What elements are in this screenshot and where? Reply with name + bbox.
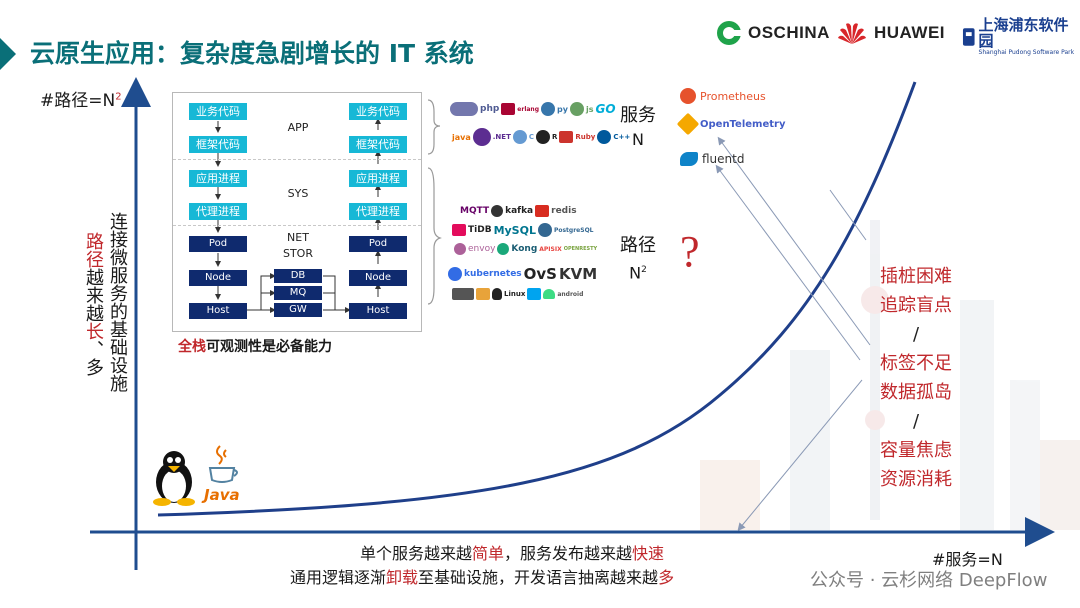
title-marker — [0, 38, 16, 70]
y-axis-label-sup: 2 — [115, 91, 122, 103]
left-node: Node — [189, 270, 247, 286]
oschina-icon — [717, 21, 741, 45]
kafka-icon — [491, 205, 504, 217]
prometheus-icon — [680, 88, 696, 104]
right-pod: Pod — [349, 236, 407, 252]
tux-small-icon — [492, 288, 502, 300]
x-axis-label: #服务=N — [932, 550, 1003, 569]
spp-icon — [962, 28, 975, 46]
tech-sys-row1: kubernetes OvS KVM — [448, 265, 597, 283]
spp-logo: 上海浦东软件园 Shanghai Pudong Software Park — [962, 17, 1080, 57]
y-axis-label: #路径=N2 — [40, 86, 122, 111]
middle-mq: MQ — [274, 286, 322, 300]
android-icon — [543, 289, 556, 299]
stack-diagram: APP SYS NET STOR 业务代码 框架代码 应用进程 代理进程 Pod… — [172, 92, 422, 332]
tech-sys-row2: Linux android — [452, 288, 583, 300]
left-pod: Pod — [189, 236, 247, 252]
nodejs-icon — [569, 102, 584, 116]
layer-net: NET — [287, 231, 309, 244]
middle-db: DB — [274, 269, 322, 283]
left-proxy-process: 代理进程 — [189, 203, 247, 220]
left-app-process: 应用进程 — [189, 170, 247, 187]
hardware-icon — [476, 288, 490, 300]
java-cup-icon — [208, 445, 238, 483]
kong-icon — [497, 243, 510, 255]
python-icon — [541, 102, 555, 116]
go-label: GO — [595, 102, 616, 116]
linux-tux-icon — [153, 451, 195, 506]
opentelemetry-tool: OpenTelemetry — [676, 112, 785, 136]
middle-gw: GW — [274, 303, 322, 317]
left-host: Host — [189, 303, 247, 319]
tech-net-row1: MQTT kafka redis — [460, 205, 577, 217]
oschina-text: OSCHINA — [748, 23, 830, 42]
layer-stor: STOR — [282, 247, 313, 260]
tech-app-row2: java .NET C R Ruby C++ — [452, 128, 630, 146]
page-title: 云原生应用：复杂度急剧增长的 IT 系统 — [30, 39, 474, 68]
right-business-code: 业务代码 — [349, 103, 407, 120]
skyline-decoration — [700, 220, 1080, 530]
dotnet-icon — [472, 128, 491, 146]
kubernetes-icon — [448, 267, 462, 281]
tech-net-row3: envoy Kong APISIX OPENRESTY — [454, 243, 597, 255]
rust-icon — [535, 130, 550, 144]
right-framework-code: 框架代码 — [349, 136, 407, 153]
huawei-logo: HUAWEI — [836, 18, 945, 48]
y-axis-label-text: #路径=N — [40, 91, 116, 111]
kvm-label: KVM — [559, 265, 598, 283]
right-host: Host — [349, 303, 407, 319]
tech-net-row2: TiDB MySQL PostgreSQL — [452, 223, 594, 237]
mysql-label: MySQL — [493, 223, 536, 237]
erlang-icon — [501, 103, 516, 115]
complexity-curve — [157, 81, 917, 517]
switch-icon — [452, 288, 474, 300]
huawei-text: HUAWEI — [874, 23, 945, 42]
huawei-icon — [838, 23, 866, 44]
mqtt-label: MQTT — [460, 206, 490, 216]
ruby-icon — [559, 131, 574, 143]
bottom-line-1: 单个服务越来越简单，服务发布越来越快速 — [360, 544, 665, 563]
postgres-icon — [537, 223, 552, 237]
fluentd-icon — [680, 152, 698, 166]
java-label: Java — [204, 486, 240, 504]
layer-sys: SYS — [287, 187, 309, 200]
cpp-icon — [597, 130, 612, 144]
tech-app-row1: php erlang py js GO — [450, 102, 616, 116]
prometheus-tool: Prometheus — [680, 88, 766, 104]
opentelemetry-icon — [676, 112, 700, 136]
infra-label: 连接微服务的基础设施 — [107, 212, 128, 392]
ovs-label: OvS — [523, 265, 557, 283]
apisix-label: APISIX — [539, 245, 562, 253]
question-mark: ? — [680, 227, 700, 276]
right-app-process: 应用进程 — [349, 170, 407, 187]
pain-points: 插桩困难 追踪盲点 / 标签不足 数据孤岛 / 容量焦虑 资源消耗 — [880, 266, 952, 490]
spp-sub-text: Shanghai Pudong Software Park — [978, 49, 1075, 56]
path-growth-label: 路径越来越长、多 — [83, 232, 104, 376]
c-icon — [512, 130, 527, 144]
watermark: 公众号 · 云杉网络 DeepFlow — [810, 570, 1048, 591]
spp-main-text: 上海浦东软件园 — [978, 16, 1069, 50]
windows-icon — [527, 288, 542, 300]
left-business-code: 业务代码 — [189, 103, 247, 120]
stack-caption: 全栈可观测性是必备能力 — [178, 339, 332, 355]
left-framework-code: 框架代码 — [189, 136, 247, 153]
redis-icon — [535, 205, 550, 217]
fluentd-tool: fluentd — [680, 152, 744, 166]
layer-app: APP — [287, 121, 309, 134]
oschina-logo: OSCHINA — [716, 18, 830, 48]
paths-label: 路径 N2 — [620, 235, 656, 283]
right-node: Node — [349, 270, 407, 286]
right-proxy-process: 代理进程 — [349, 203, 407, 220]
tidb-icon — [452, 224, 466, 236]
services-label: 服务 N — [620, 105, 656, 149]
java-small: java — [452, 132, 471, 142]
openresty-label: OPENRESTY — [563, 246, 598, 252]
braces — [427, 99, 442, 305]
bottom-line-2: 通用逻辑逐渐卸载至基础设施，开发语言抽离越来越多 — [290, 568, 675, 587]
stack-connectors — [215, 118, 381, 313]
envoy-icon — [454, 243, 466, 255]
